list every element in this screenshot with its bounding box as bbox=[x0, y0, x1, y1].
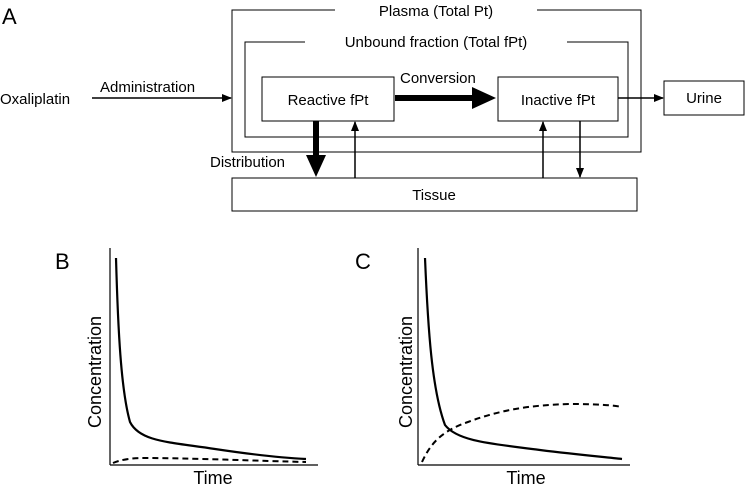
distribution-label: Distribution bbox=[210, 154, 285, 171]
chart-c-dashed-series bbox=[421, 402, 623, 463]
plasma-box: Plasma (Total Pt) bbox=[231, 2, 642, 153]
inactive-fpt-label: Inactive fPt bbox=[521, 92, 596, 109]
oxaliplatin-label: Oxaliplatin bbox=[0, 91, 70, 108]
inactive-fpt-box: Inactive fPt bbox=[497, 76, 619, 122]
urine-label: Urine bbox=[686, 90, 722, 107]
chart-c-xlabel: Time bbox=[506, 468, 545, 488]
chart-b-ylabel: Concentration bbox=[85, 316, 105, 428]
reactive-fpt-label: Reactive fPt bbox=[288, 92, 370, 109]
plasma-label: Plasma (Total Pt) bbox=[379, 3, 493, 20]
tissue-box: Tissue bbox=[231, 177, 638, 212]
panel-label-b: B bbox=[55, 249, 70, 274]
conversion-label: Conversion bbox=[400, 70, 476, 87]
chart-c-solid-series bbox=[423, 257, 623, 461]
chart-c: Time Concentration bbox=[396, 248, 630, 488]
urine-box: Urine bbox=[663, 80, 745, 116]
chart-b-xlabel: Time bbox=[193, 468, 232, 488]
conversion-arrow bbox=[395, 87, 496, 109]
chart-b-dashed-series bbox=[112, 456, 307, 464]
chart-b-solid-series bbox=[114, 257, 307, 461]
panel-label-a: A bbox=[2, 4, 17, 29]
chart-b: Time Concentration bbox=[85, 248, 318, 488]
administration-label: Administration bbox=[100, 79, 195, 96]
distribution-arrow bbox=[306, 121, 326, 177]
unbound-fraction-label: Unbound fraction (Total fPt) bbox=[345, 34, 528, 51]
unbound-fraction-box: Unbound fraction (Total fPt) bbox=[244, 33, 629, 138]
panel-label-c: C bbox=[355, 249, 371, 274]
tissue-label: Tissue bbox=[412, 187, 456, 204]
chart-c-ylabel: Concentration bbox=[396, 316, 416, 428]
reactive-fpt-box: Reactive fPt bbox=[261, 76, 395, 122]
